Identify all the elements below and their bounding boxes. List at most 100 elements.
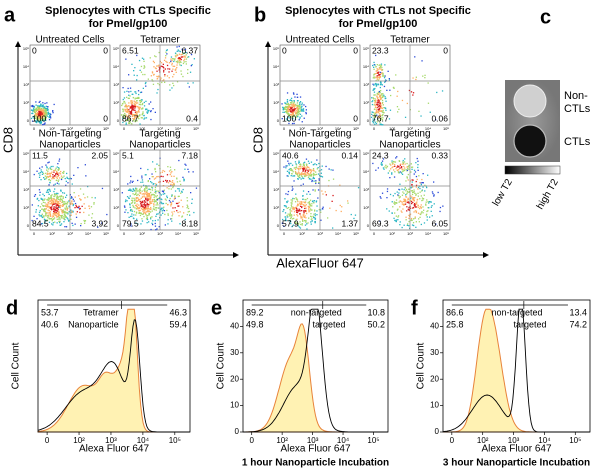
dot [286,119,288,121]
dot [122,114,125,116]
dot [68,220,70,222]
dot [36,218,38,220]
dot [47,168,50,170]
dot [49,213,51,215]
dot [53,207,55,209]
dot [391,160,393,162]
dot [292,118,294,120]
dot [143,184,145,186]
dot [380,80,382,83]
dot [144,206,146,208]
dot [403,161,406,163]
dot [141,193,143,195]
dot [150,208,152,210]
dot [158,226,160,228]
dot [177,195,179,198]
dot [171,70,173,72]
dot [49,207,51,209]
dot [291,169,294,171]
dot [310,178,312,180]
dot [36,113,38,115]
dot [138,93,140,96]
dot [145,187,147,189]
dot [374,87,376,90]
dot [394,203,396,205]
dot [295,209,297,212]
dot [64,202,66,205]
dot [39,118,42,120]
dot [299,116,301,118]
dot [84,197,86,199]
dot [128,113,130,115]
dot [47,173,49,175]
dot [38,199,40,202]
dot [408,208,410,210]
dot [129,112,131,114]
dot [46,206,48,208]
dot [377,96,379,99]
dot [176,210,178,212]
dot [296,108,299,111]
dot [301,121,303,123]
dot [290,204,292,206]
dot [79,188,82,190]
dot [286,111,288,114]
dot [42,102,44,104]
dot [101,222,103,224]
y-tick-label: 20 [230,374,239,383]
dot [48,176,50,178]
dot [408,164,410,166]
dot [290,220,292,223]
x-tick-label: 10⁵ [169,436,181,445]
dot [314,218,316,220]
dot [42,109,45,111]
dot [297,106,299,108]
dot [173,60,175,63]
gate-value: 13.4 [569,307,587,317]
dot [379,95,381,97]
dot [38,108,40,110]
tick-label: 10³ [317,126,323,131]
dot [163,170,166,173]
gate-label: non-targeted [291,307,342,317]
dot [403,198,405,200]
dot [292,112,294,114]
panel-title: Splenocytes with CTLs not Specific [285,5,471,17]
dot [45,220,47,222]
dot [141,117,144,119]
dot [62,210,64,213]
dot [74,202,77,205]
dot [383,112,385,114]
dot [123,91,126,93]
dot [313,172,315,174]
dot [382,158,385,160]
dot [154,219,156,222]
dot [298,169,300,171]
dot [376,92,378,95]
dot [42,114,45,116]
dot [67,218,69,220]
dot [122,98,124,101]
dot [187,69,189,71]
dot [285,165,287,167]
dot [136,197,138,199]
dot [399,206,401,208]
dot [162,207,164,209]
dot [153,194,155,196]
dot [313,174,315,176]
dot [140,91,143,93]
dot [304,207,306,210]
dot [303,201,305,203]
dot [148,210,150,212]
dot [134,106,136,108]
dot [180,183,182,186]
dot [151,194,153,196]
dot [287,107,289,109]
dot [412,186,414,188]
dot [180,199,182,201]
dot [307,169,309,171]
dot [379,94,381,96]
dot [380,65,382,67]
dot [301,105,303,108]
dot [290,107,292,109]
